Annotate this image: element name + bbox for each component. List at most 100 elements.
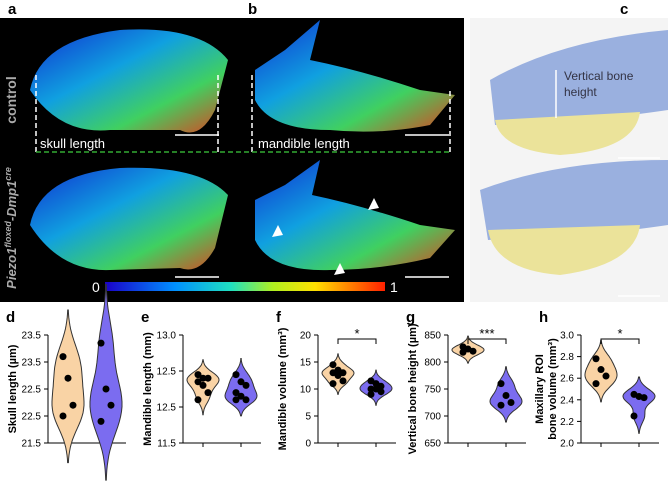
y-tick-label: 3.0 (560, 331, 574, 342)
row-label: Piezo1floxed-Dmp1cre (3, 167, 19, 289)
data-point (204, 389, 212, 397)
y-tick-label: 13.0 (157, 331, 177, 342)
y-tick-label: 22.5 (22, 385, 42, 396)
tooth-image (495, 112, 640, 155)
data-point (199, 381, 207, 389)
panel-label: c (620, 1, 628, 18)
panel-label: a (8, 1, 17, 18)
data-point (367, 390, 375, 398)
data-point (339, 377, 347, 385)
y-tick-label: 10 (300, 385, 312, 396)
significance-label: * (354, 326, 359, 341)
data-point (329, 361, 337, 369)
significance-bracket (337, 338, 377, 344)
data-point (64, 374, 72, 382)
data-point (237, 392, 245, 400)
y-tick-label: 15 (300, 358, 312, 369)
colorbar (105, 282, 385, 291)
skull-image (30, 29, 228, 133)
y-tick-label: 2.6 (560, 374, 574, 385)
data-point (237, 378, 245, 386)
data-point (97, 339, 105, 347)
data-point (367, 385, 375, 393)
data-point (602, 372, 610, 380)
data-point (194, 396, 202, 404)
mandible-image (255, 160, 455, 271)
data-point (232, 371, 240, 379)
y-axis-label: Mandible volume (mm³) (277, 327, 289, 450)
y-tick-label: 23.5 (22, 358, 42, 369)
data-point (232, 396, 240, 404)
y-tick-label: 2.4 (560, 395, 574, 406)
data-point (592, 380, 600, 388)
y-tick-label: 750 (424, 385, 441, 396)
data-point (640, 394, 648, 402)
y-tick-label: 850 (424, 331, 441, 342)
data-point (204, 374, 212, 382)
data-point (469, 347, 477, 355)
data-point (502, 391, 510, 399)
data-point (497, 401, 505, 409)
data-point (242, 396, 250, 404)
annotation: Vertical bone (564, 69, 634, 83)
mandible-image (255, 20, 455, 132)
significance-bracket (600, 338, 640, 344)
data-point (102, 385, 110, 393)
data-point (630, 412, 638, 420)
data-point (334, 372, 342, 379)
data-point (377, 388, 385, 396)
y-tick-label: 12.5 (157, 367, 177, 378)
row-label-part: floxed (3, 221, 13, 248)
annotation: height (564, 85, 597, 99)
row-label: control (3, 76, 19, 123)
data-point (194, 378, 202, 386)
y-tick-label: 2.2 (560, 417, 574, 428)
annotation: skull length (40, 136, 105, 151)
data-point (597, 366, 605, 374)
data-point (459, 348, 467, 356)
y-tick-label: 0 (305, 439, 311, 450)
colorbar-label: 0 (92, 279, 100, 295)
violin (51, 309, 85, 464)
significance-label: *** (479, 326, 494, 341)
panel-label: d (6, 309, 15, 326)
colorbar-label: 1 (390, 279, 398, 295)
y-axis-label: Vertical bone height (µm) (407, 323, 419, 454)
bone-image (480, 160, 668, 240)
violin (89, 283, 123, 481)
data-point (242, 381, 250, 389)
y-axis-label: Maxillary ROI (534, 354, 546, 424)
y-tick-label: 12.5 (157, 403, 177, 414)
y-tick-label: 11.5 (157, 439, 176, 450)
y-tick-label: 5 (305, 412, 311, 423)
data-point (592, 355, 600, 363)
significance-label: * (617, 326, 622, 341)
panel-label: h (539, 309, 548, 326)
scale-bar (175, 134, 449, 278)
data-point (232, 389, 240, 397)
y-tick-label: 20 (300, 331, 312, 342)
data-point (97, 417, 105, 425)
panel-label: g (406, 309, 415, 326)
panel-label: e (141, 309, 149, 326)
row-label-part: cre (3, 167, 13, 181)
y-tick-label: 23.5 (22, 331, 42, 342)
significance-bracket (467, 338, 507, 344)
bone-image (490, 30, 668, 125)
y-axis-label: bone volume (mm³) (547, 338, 559, 440)
panel-label: f (276, 309, 282, 326)
skull-image (30, 167, 228, 271)
data-point (69, 401, 77, 409)
y-tick-label: 2.0 (560, 439, 574, 450)
data-point (59, 353, 67, 361)
y-tick-label: 21.5 (22, 439, 42, 450)
y-tick-label: 650 (424, 439, 441, 450)
y-tick-label: 700 (424, 412, 441, 423)
y-axis-label: Mandible length (mm) (142, 332, 154, 446)
data-point (59, 412, 67, 420)
row-label-part: -Dmp1 (4, 181, 19, 221)
scale-bar (618, 157, 660, 297)
data-point (107, 401, 115, 409)
